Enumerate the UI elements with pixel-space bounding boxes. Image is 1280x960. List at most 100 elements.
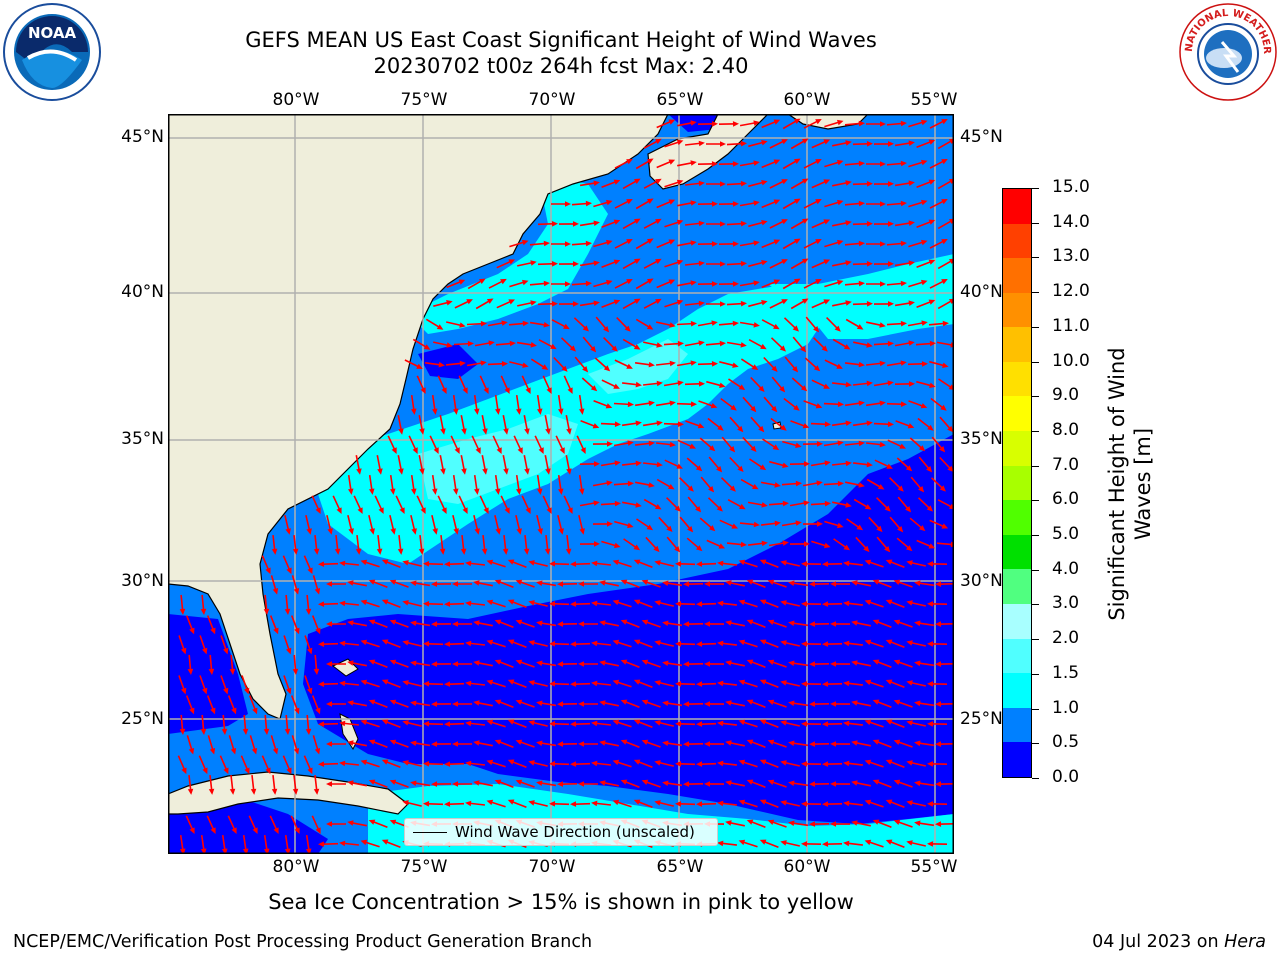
- direction-arrow-head: [675, 561, 682, 567]
- direction-arrow-head: [536, 740, 543, 746]
- direction-arrow-head: [528, 560, 535, 566]
- direction-arrow-head: [905, 465, 913, 472]
- direction-arrow-head: [792, 366, 799, 373]
- direction-arrow-head: [858, 400, 865, 406]
- direction-arrow-head: [369, 488, 375, 495]
- direction-arrow-head: [830, 821, 836, 827]
- direction-arrow-head: [740, 260, 747, 267]
- direction-arrow-head: [709, 525, 716, 532]
- direction-arrow-head: [486, 559, 494, 566]
- direction-arrow-head: [927, 561, 934, 567]
- direction-arrow-head: [725, 820, 732, 826]
- direction-arrow-head: [181, 647, 187, 655]
- direction-arrow-head: [360, 759, 368, 766]
- direction-arrow-head: [830, 621, 836, 627]
- direction-arrow-head: [813, 365, 821, 372]
- direction-arrow-head: [837, 199, 844, 206]
- direction-arrow-head: [687, 485, 694, 492]
- direction-arrow-head: [801, 601, 808, 607]
- direction-arrow-head: [591, 600, 598, 607]
- direction-arrow-head: [381, 719, 389, 725]
- direction-arrow-head: [453, 528, 459, 535]
- direction-arrow-head: [620, 619, 628, 625]
- direction-arrow-head: [612, 559, 620, 566]
- direction-arrow-head: [368, 659, 376, 665]
- direction-arrow-head: [436, 324, 444, 330]
- direction-arrow-head: [397, 548, 404, 555]
- direction-arrow-head: [231, 827, 237, 834]
- direction-arrow-head: [803, 461, 810, 467]
- direction-arrow-head: [473, 620, 480, 626]
- direction-arrow-head: [465, 760, 472, 767]
- direction-arrow-head: [767, 579, 775, 585]
- direction-arrow-head: [465, 720, 472, 727]
- direction-arrow-head: [782, 462, 789, 468]
- direction-arrow-head: [717, 680, 724, 687]
- direction-arrow-head: [626, 363, 633, 369]
- direction-arrow-head: [202, 687, 208, 695]
- lon-label-top-65w: 65°W: [656, 90, 704, 110]
- direction-arrow-head: [780, 720, 787, 726]
- direction-arrow-head: [210, 707, 216, 715]
- direction-arrow-head: [753, 322, 760, 328]
- direction-arrow-head: [759, 719, 767, 725]
- direction-arrow-head: [821, 345, 828, 352]
- direction-arrow-head: [893, 659, 901, 665]
- direction-arrow-head: [697, 423, 705, 429]
- direction-arrow-head: [634, 218, 641, 224]
- direction-arrow-head: [759, 639, 767, 645]
- direction-arrow-head: [528, 600, 535, 606]
- direction-arrow-head: [251, 748, 258, 755]
- direction-arrow-head: [626, 239, 633, 245]
- direction-arrow-head: [940, 404, 947, 411]
- direction-arrow-head: [541, 364, 549, 370]
- direction-arrow-head: [614, 421, 621, 427]
- direction-arrow-head: [906, 680, 913, 686]
- direction-arrow-head: [926, 466, 933, 473]
- footer-right: 04 Jul 2023 on Hera: [1092, 932, 1266, 952]
- direction-arrow-head: [794, 158, 801, 164]
- direction-arrow-head: [423, 801, 430, 807]
- direction-arrow-head: [627, 440, 634, 446]
- direction-arrow-head: [704, 661, 710, 667]
- colorbar-tick-mark: [1032, 569, 1039, 571]
- direction-arrow-head: [690, 280, 697, 286]
- direction-arrow-head: [858, 482, 865, 488]
- direction-arrow-head: [648, 400, 655, 407]
- direction-arrow-head: [918, 445, 926, 452]
- direction-arrow-head: [284, 728, 291, 735]
- direction-arrow-head: [888, 261, 894, 267]
- direction-arrow-head: [774, 520, 781, 527]
- direction-arrow-head: [390, 528, 396, 535]
- lon-label-bottom-65w: 65°W: [656, 857, 704, 877]
- direction-arrow-head: [888, 141, 894, 147]
- direction-arrow-head: [627, 522, 634, 529]
- direction-arrow-head: [716, 466, 723, 473]
- direction-arrow-head: [578, 661, 584, 667]
- direction-arrow-head: [603, 365, 611, 372]
- direction-arrow-head: [515, 659, 523, 665]
- direction-arrow-head: [411, 528, 417, 535]
- direction-arrow-head: [716, 505, 723, 512]
- direction-arrow-head: [292, 668, 299, 675]
- colorbar-band-4: [1003, 604, 1031, 639]
- direction-arrow-head: [591, 800, 598, 807]
- direction-arrow-head: [935, 621, 942, 627]
- direction-arrow-head: [423, 641, 430, 647]
- direction-arrow-head: [390, 488, 396, 495]
- direction-arrow-head: [250, 788, 257, 795]
- colorbar-band-6: [1003, 534, 1031, 570]
- direction-arrow-head: [690, 200, 697, 206]
- direction-arrow-head: [272, 748, 279, 755]
- direction-arrow-head: [530, 260, 537, 266]
- direction-arrow-head: [753, 280, 760, 286]
- direction-arrow-head: [655, 178, 662, 185]
- direction-arrow-head: [486, 719, 494, 726]
- direction-arrow-head: [446, 300, 453, 306]
- direction-arrow-head: [824, 542, 831, 549]
- direction-arrow-head: [641, 619, 649, 625]
- direction-arrow-head: [843, 720, 850, 727]
- direction-arrow-head: [515, 579, 523, 585]
- direction-arrow-head: [579, 528, 585, 535]
- direction-arrow-head: [928, 259, 936, 265]
